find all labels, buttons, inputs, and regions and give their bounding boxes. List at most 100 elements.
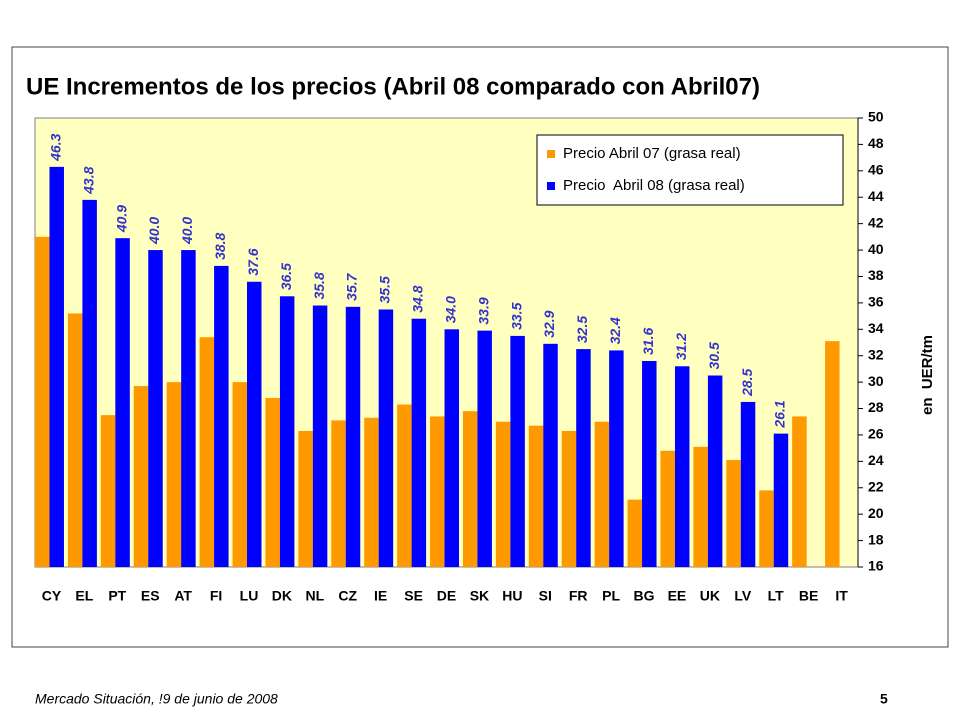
- bar: [35, 236, 50, 567]
- bar: [148, 250, 163, 567]
- bar: [49, 166, 64, 568]
- bar: [792, 416, 807, 567]
- bar: [133, 386, 149, 567]
- x-tick-label: LU: [240, 588, 259, 604]
- x-tick-label: IE: [374, 588, 387, 604]
- y-tick-label: 40: [868, 241, 884, 257]
- data-label: 40.0: [179, 217, 195, 245]
- data-label: 31.6: [640, 328, 656, 355]
- y-tick-label: 34: [868, 320, 884, 336]
- bar: [397, 404, 412, 567]
- bar: [181, 250, 196, 567]
- data-label: 32.4: [607, 317, 623, 344]
- data-label: 37.6: [245, 248, 261, 275]
- bar: [166, 382, 182, 567]
- bar: [82, 199, 97, 567]
- data-label: 40.0: [146, 217, 162, 245]
- data-label: 32.9: [541, 310, 557, 337]
- data-label: 28.5: [739, 368, 755, 396]
- y-tick-label: 26: [868, 426, 884, 442]
- y-tick-label: 22: [868, 478, 884, 494]
- x-tick-label: CY: [42, 588, 62, 604]
- bar: [444, 329, 460, 567]
- bar: [345, 306, 361, 567]
- bar: [477, 330, 492, 567]
- bar: [115, 238, 130, 567]
- y-tick-label: 46: [868, 162, 884, 178]
- bar: [510, 335, 525, 567]
- y-tick-label: 42: [868, 214, 884, 230]
- bar: [411, 318, 427, 567]
- x-tick-label: EL: [75, 588, 93, 604]
- data-label: 34.8: [410, 285, 426, 312]
- data-label: 40.9: [113, 205, 129, 233]
- bar: [642, 360, 657, 567]
- bar: [576, 349, 591, 567]
- data-label: 26.1: [772, 400, 788, 428]
- bar: [495, 421, 511, 567]
- data-label: 46.3: [47, 133, 63, 161]
- x-tick-label: HU: [502, 588, 522, 604]
- bar: [561, 430, 577, 567]
- frame: [11, 46, 949, 648]
- y-axis-label: en UER/tm: [919, 335, 936, 415]
- bar: [543, 343, 558, 567]
- y-tick-label: 16: [868, 558, 884, 574]
- data-label: 32.5: [574, 316, 590, 343]
- x-tick-label: UK: [700, 588, 720, 604]
- bar: [378, 309, 394, 567]
- data-label: 30.5: [706, 342, 722, 369]
- bar: [364, 417, 379, 567]
- bar: [674, 366, 690, 567]
- legend-swatch: [547, 182, 555, 190]
- data-label: 35.5: [377, 276, 393, 303]
- bar: [693, 446, 708, 567]
- y-tick-label: 50: [868, 109, 884, 125]
- bar: [528, 425, 544, 567]
- y-tick-label: 38: [868, 267, 884, 283]
- bar: [462, 411, 478, 567]
- x-tick-label: DE: [437, 588, 456, 604]
- x-tick-label: SK: [470, 588, 489, 604]
- data-label: 33.5: [508, 302, 524, 329]
- chart-title: UE Incrementos de los precios (Abril 08 …: [26, 73, 760, 100]
- x-tick-label: SI: [539, 588, 552, 604]
- y-tick-label: 28: [868, 399, 884, 415]
- y-tick-label: 24: [868, 452, 884, 468]
- x-tick-label: BE: [799, 588, 818, 604]
- bar: [825, 341, 840, 567]
- bar: [298, 430, 313, 567]
- bar: [740, 401, 756, 567]
- footer-text: Mercado Situación, !9 de junio de 2008: [35, 691, 278, 707]
- x-tick-label: PT: [108, 588, 126, 604]
- x-tick-label: IT: [835, 588, 848, 604]
- bar: [247, 281, 262, 567]
- x-tick-label: FI: [210, 588, 222, 604]
- bar: [707, 375, 723, 567]
- x-tick-label: NL: [305, 588, 324, 604]
- bar: [100, 415, 116, 567]
- data-label: 43.8: [80, 166, 96, 194]
- bar: [279, 296, 295, 567]
- bar: [609, 350, 624, 567]
- y-tick-label: 30: [868, 373, 884, 389]
- y-tick-label: 20: [868, 505, 884, 521]
- data-label: 31.2: [673, 333, 689, 360]
- bar: [773, 433, 789, 567]
- x-tick-label: ES: [141, 588, 160, 604]
- y-tick-label: 48: [868, 135, 884, 151]
- bar: [660, 450, 675, 567]
- bar: [726, 460, 741, 567]
- x-tick-label: AT: [174, 588, 192, 604]
- x-tick-label: LV: [734, 588, 752, 604]
- bar: [265, 397, 280, 567]
- legend-swatch: [547, 150, 555, 158]
- x-tick-label: EE: [668, 588, 687, 604]
- x-tick-label: LT: [768, 588, 785, 604]
- bar: [627, 499, 643, 567]
- data-label: 34.0: [442, 296, 458, 323]
- x-tick-label: CZ: [338, 588, 357, 604]
- y-tick-label: 32: [868, 346, 884, 362]
- bar: [594, 421, 610, 567]
